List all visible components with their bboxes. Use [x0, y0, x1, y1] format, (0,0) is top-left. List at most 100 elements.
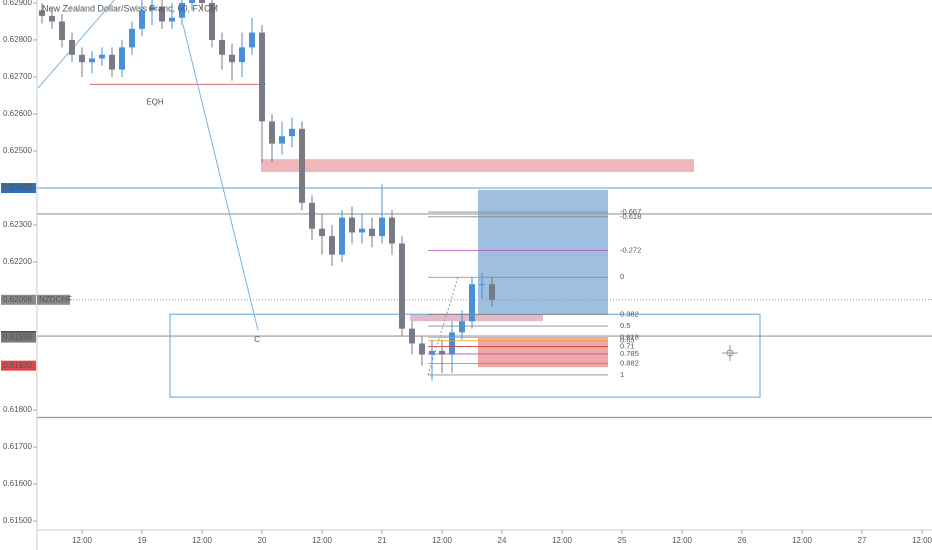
candle-body	[99, 54, 105, 59]
candle-body	[269, 121, 275, 144]
annotation: C	[254, 335, 260, 344]
price-axis	[0, 0, 37, 530]
annotation: EQH	[146, 97, 164, 106]
chart-title: New Zealand Dollar/Swiss Franc, 60, FXCM	[42, 3, 218, 13]
candle-body	[89, 58, 95, 63]
candle-body	[109, 54, 115, 70]
candle-body	[349, 217, 355, 233]
zone	[478, 189, 608, 315]
price-tag	[1, 332, 36, 343]
time-axis	[0, 530, 932, 550]
candle-body	[149, 6, 155, 11]
x-tick-label: 21	[378, 536, 387, 545]
candle-body	[329, 236, 335, 255]
candle-body	[179, 2, 185, 18]
candle-body	[129, 28, 135, 48]
fib-trend	[427, 277, 459, 376]
price-tag	[1, 360, 36, 371]
fib-label: -0.667	[620, 207, 641, 216]
fib-label: 0.618	[620, 333, 639, 342]
candle-body	[189, 0, 195, 3]
candle-body	[59, 21, 65, 40]
fib-label: 0.882	[620, 358, 639, 367]
candle-body	[169, 17, 175, 22]
candle-body	[209, 2, 215, 40]
crosshair-icon	[722, 345, 738, 361]
candle-body	[159, 6, 165, 22]
candle-body	[409, 328, 415, 344]
candle-body	[119, 47, 125, 70]
candle-body	[279, 136, 285, 144]
fib-label: 0	[620, 272, 624, 281]
candle-body	[399, 243, 405, 329]
candle-body	[39, 10, 45, 16]
y-tick-label: 0.62500	[3, 146, 32, 155]
candle-body	[389, 217, 395, 244]
y-tick-label: 0.62900	[3, 0, 32, 7]
x-tick-label: 12:00	[72, 536, 93, 545]
candle-body	[449, 332, 455, 355]
candle-body	[459, 321, 465, 333]
candle-body	[69, 39, 75, 55]
candle-body	[339, 217, 345, 255]
candle-body	[79, 54, 85, 63]
x-tick-label: 25	[618, 536, 627, 545]
zone	[478, 337, 608, 368]
x-tick-label: 12:00	[672, 536, 693, 545]
candle-body	[139, 10, 145, 29]
trend-line	[182, 24, 259, 331]
candle-body	[49, 15, 55, 22]
price-tag-label: 0.62400	[3, 183, 32, 192]
y-tick-label: 0.61600	[3, 479, 32, 488]
price-tag-label: 0.62098	[3, 295, 32, 304]
candle-body	[469, 284, 475, 322]
x-tick-label: 20	[258, 536, 267, 545]
y-tick-label: 0.61700	[3, 442, 32, 451]
candle-body	[479, 284, 485, 286]
x-tick-label: 12:00	[552, 536, 573, 545]
fib-label: -0.618	[620, 212, 641, 221]
y-tick-label: 0.62300	[3, 220, 32, 229]
candle-body	[229, 54, 235, 63]
x-tick-label: 12:00	[192, 536, 213, 545]
candle-body	[439, 350, 445, 355]
fib-label: 0.785	[620, 349, 639, 358]
y-tick-label: 0.62700	[3, 72, 32, 81]
fib-label: 0.5	[620, 321, 630, 330]
zone	[261, 159, 694, 173]
symbol-tag-label: NZDCHF	[39, 295, 72, 304]
fib-label: 0.382	[620, 310, 639, 319]
x-tick-label: 12:00	[312, 536, 333, 545]
x-tick-label: 24	[498, 536, 507, 545]
trend-line	[37, 0, 116, 89]
y-tick-label: 0.62200	[3, 257, 32, 266]
candle-body	[359, 228, 365, 233]
y-tick-label: 0.61500	[3, 516, 32, 525]
y-tick-label: 0.61800	[3, 405, 32, 414]
candle-body	[419, 343, 425, 355]
zone	[410, 313, 543, 322]
candle-body	[259, 32, 265, 122]
price-tag-label: 0.61920	[3, 361, 32, 370]
candle-body	[299, 128, 305, 203]
price-tag-label: 0.61996	[3, 333, 32, 342]
x-tick-label: 27	[858, 536, 867, 545]
candle-body	[319, 228, 325, 237]
y-tick-label: 0.62600	[3, 109, 32, 118]
candle-body	[489, 284, 495, 300]
fib-label: -0.272	[620, 246, 641, 255]
candle-body	[199, 0, 205, 3]
x-tick-label: 19	[138, 536, 147, 545]
x-tick-label: 12:00	[912, 536, 932, 545]
candle-body	[219, 39, 225, 55]
candle-body	[289, 128, 295, 137]
fib-label: 0.71	[620, 342, 635, 351]
fib-label: 0.65	[620, 336, 635, 345]
candle-body	[369, 228, 375, 237]
price-tag	[1, 183, 36, 194]
x-tick-label: 26	[738, 536, 747, 545]
price-tag	[1, 294, 36, 305]
candle-body	[239, 47, 245, 63]
y-tick-label: 0.62800	[3, 35, 32, 44]
fib-label: 1	[620, 370, 624, 379]
